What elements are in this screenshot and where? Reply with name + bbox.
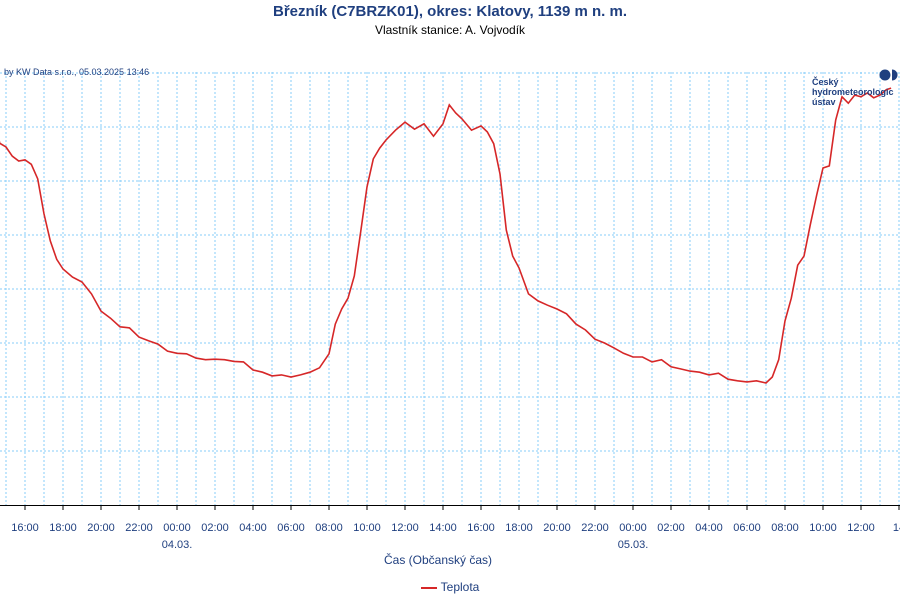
- x-axis-label: Čas (Občanský čas): [384, 552, 492, 567]
- x-tick-label: 20:00: [543, 522, 571, 534]
- x-tick-label: 16:00: [11, 522, 39, 534]
- x-tick-label: 08:00: [771, 522, 799, 534]
- x-tick-label: 06:00: [277, 522, 305, 534]
- date-label: 04.03.: [162, 539, 193, 551]
- x-tick-label: 22:00: [125, 522, 153, 534]
- x-tick-label: 10:00: [809, 522, 837, 534]
- x-tick-label: 14:00: [429, 522, 457, 534]
- x-tick-label: 08:00: [315, 522, 343, 534]
- x-tick-label: 00:00: [163, 522, 191, 534]
- date-labels: 04.03. 05.03.: [162, 539, 649, 551]
- x-tick-label: 20:00: [87, 522, 115, 534]
- logo-text: Český hydrometeorologic ústav: [812, 77, 894, 107]
- legend-label: Teplota: [440, 580, 480, 594]
- chart-legend: Teplota: [0, 580, 900, 594]
- x-tick-label: 10:00: [353, 522, 381, 534]
- x-tick-label: 18:00: [505, 522, 533, 534]
- legend-swatch: [420, 586, 437, 589]
- x-tick-label: 14: [893, 522, 900, 534]
- x-tick-label: 12:00: [391, 522, 419, 534]
- x-tick-label: 00:00: [619, 522, 647, 534]
- x-tick-labels: 16:00 18:00 20:00 22:00 00:00 02:00 04:00 06:00…: [11, 522, 900, 534]
- x-tick-label: 06:00: [733, 522, 761, 534]
- chart-title: Březník (C7BRZK01), okres: Klatovy, 1139…: [272, 3, 627, 20]
- chart-subtitle: Vlastník stanice: A. Vojvodík: [374, 23, 526, 37]
- x-tick-label: 02:00: [201, 522, 229, 534]
- chart-axis: [0, 505, 900, 510]
- x-tick-label: 04:00: [695, 522, 723, 534]
- x-tick-label: 12:00: [847, 522, 875, 534]
- date-label: 05.03.: [618, 539, 649, 551]
- x-tick-label: 16:00: [467, 522, 495, 534]
- chart-grid: [0, 72, 900, 505]
- series-line-teplota: [0, 87, 892, 384]
- data-credit: by KW Data s.r.o., 05.03.2025 13:46: [4, 67, 150, 77]
- x-tick-label: 04:00: [239, 522, 267, 534]
- chmi-logo-icon: [879, 69, 898, 81]
- chmi-logo: Český hydrometeorologic ústav: [812, 67, 900, 111]
- x-tick-label: 02:00: [657, 522, 685, 534]
- x-tick-label: 22:00: [581, 522, 609, 534]
- x-tick-label: 18:00: [49, 522, 77, 534]
